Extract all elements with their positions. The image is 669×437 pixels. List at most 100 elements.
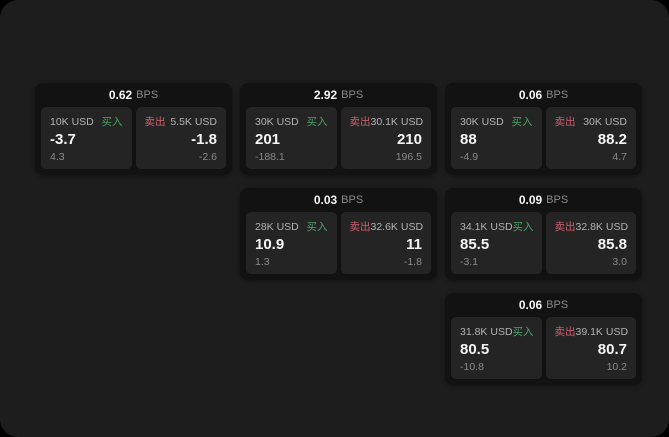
spread-header: 0.03 BPS [240,188,437,210]
buy-panel-top: 34.1K USD 买入 [460,219,534,234]
card-body: 10K USD 买入 -3.7 4.3 卖出 5.5K USD -1.8 -2.… [35,105,232,175]
quote-card: 2.92 BPS 30K USD 买入 201 -188.1 卖出 30.1K … [240,83,437,175]
sell-panel-top: 卖出 39.1K USD [554,324,629,339]
sell-amount: 39.1K USD [575,326,629,338]
sell-panel-top: 卖出 30K USD [555,114,628,129]
sell-delta: -2.6 [198,151,217,163]
sell-panel[interactable]: 卖出 39.1K USD 80.7 10.2 [545,317,636,379]
spread-header: 2.92 BPS [240,83,437,105]
sell-badge: 卖出 [144,116,166,128]
sell-panel[interactable]: 卖出 5.5K USD -1.8 -2.6 [135,107,226,169]
sell-price: 85.8 [597,236,627,253]
buy-price: 80.5 [460,341,490,358]
card-body: 30K USD 买入 201 -188.1 卖出 30.1K USD 210 1… [240,105,437,175]
buy-badge: 买入 [101,116,123,128]
bps-unit-label: BPS [546,194,569,206]
quote-card: 0.06 BPS 30K USD 买入 88 -4.9 卖出 30K USD 8… [445,83,642,175]
buy-panel[interactable]: 10K USD 买入 -3.7 4.3 [41,107,132,169]
spread-header: 0.06 BPS [445,83,642,105]
card-grid: 0.62 BPS 10K USD 买入 -3.7 4.3 卖出 5.5K USD… [35,83,642,385]
sell-panel-top: 卖出 30.1K USD [349,114,424,129]
bps-unit-label: BPS [546,299,569,311]
spread-header: 0.62 BPS [35,83,232,105]
sell-amount: 32.6K USD [370,221,424,233]
buy-delta: -4.9 [460,151,479,163]
sell-delta: 4.7 [612,151,627,163]
quote-card: 0.03 BPS 28K USD 买入 10.9 1.3 卖出 32.6K US… [240,188,437,280]
buy-delta: 1.3 [255,256,270,268]
buy-panel[interactable]: 30K USD 买入 88 -4.9 [451,107,542,169]
buy-amount: 10K USD [50,116,94,128]
sell-amount: 30.1K USD [370,116,424,128]
buy-panel[interactable]: 30K USD 买入 201 -188.1 [246,107,337,169]
sell-badge: 卖出 [554,221,576,233]
sell-delta: 3.0 [612,256,627,268]
buy-panel[interactable]: 34.1K USD 买入 85.5 -3.1 [451,212,542,274]
buy-panel-top: 30K USD 买入 [255,114,328,129]
buy-badge: 买入 [306,116,328,128]
buy-badge: 买入 [512,326,534,338]
spread-header: 0.06 BPS [445,293,642,315]
bps-unit-label: BPS [546,89,569,101]
sell-price: 210 [396,131,422,148]
bps-unit-label: BPS [136,89,159,101]
buy-price: 88 [460,131,477,148]
spread-value: 2.92 [313,88,338,102]
buy-price: -3.7 [50,131,76,148]
bps-unit-label: BPS [341,194,364,206]
sell-badge: 卖出 [554,116,576,128]
sell-price: 80.7 [597,341,627,358]
buy-panel[interactable]: 31.8K USD 买入 80.5 -10.8 [451,317,542,379]
buy-delta: -188.1 [255,151,285,163]
buy-amount: 30K USD [460,116,504,128]
buy-amount: 28K USD [255,221,299,233]
card-body: 30K USD 买入 88 -4.9 卖出 30K USD 88.2 4.7 [445,105,642,175]
sell-badge: 卖出 [349,221,371,233]
sell-panel[interactable]: 卖出 30K USD 88.2 4.7 [545,107,636,169]
sell-amount: 30K USD [583,116,627,128]
buy-delta: 4.3 [50,151,65,163]
buy-panel[interactable]: 28K USD 买入 10.9 1.3 [246,212,337,274]
card-body: 31.8K USD 买入 80.5 -10.8 卖出 39.1K USD 80.… [445,315,642,385]
buy-badge: 买入 [511,116,533,128]
sell-price: 11 [406,236,422,253]
sell-panel-top: 卖出 32.8K USD [554,219,629,234]
sell-price: 88.2 [597,131,627,148]
buy-amount: 34.1K USD [460,221,513,233]
buy-delta: -10.8 [460,361,484,373]
card-body: 28K USD 买入 10.9 1.3 卖出 32.6K USD 11 -1.8 [240,210,437,280]
buy-delta: -3.1 [460,256,479,268]
buy-panel-top: 28K USD 买入 [255,219,328,234]
spread-value: 0.06 [518,298,543,312]
sell-panel[interactable]: 卖出 32.6K USD 11 -1.8 [340,212,431,274]
buy-price: 10.9 [255,236,285,253]
sell-panel[interactable]: 卖出 32.8K USD 85.8 3.0 [545,212,636,274]
buy-amount: 31.8K USD [460,326,513,338]
sell-panel-top: 卖出 5.5K USD [145,114,218,129]
buy-amount: 30K USD [255,116,299,128]
sell-amount: 32.8K USD [575,221,629,233]
buy-badge: 买入 [512,221,534,233]
buy-price: 201 [255,131,281,148]
sell-amount: 5.5K USD [170,116,217,128]
sell-badge: 卖出 [349,116,371,128]
spread-value: 0.06 [518,88,543,102]
sell-price: -1.8 [191,131,217,148]
card-body: 34.1K USD 买入 85.5 -3.1 卖出 32.8K USD 85.8… [445,210,642,280]
sell-delta: -1.8 [403,256,422,268]
sell-badge: 卖出 [554,326,576,338]
sell-panel-top: 卖出 32.6K USD [349,219,424,234]
sell-panel[interactable]: 卖出 30.1K USD 210 196.5 [340,107,431,169]
buy-panel-top: 30K USD 买入 [460,114,533,129]
buy-price: 85.5 [460,236,490,253]
buy-badge: 买入 [306,221,328,233]
sell-delta: 10.2 [606,361,627,373]
quote-card: 0.62 BPS 10K USD 买入 -3.7 4.3 卖出 5.5K USD… [35,83,232,175]
buy-panel-top: 10K USD 买入 [50,114,123,129]
quote-card: 0.06 BPS 31.8K USD 买入 80.5 -10.8 卖出 39.1… [445,293,642,385]
sell-delta: 196.5 [395,151,422,163]
spread-value: 0.09 [518,193,543,207]
quote-card: 0.09 BPS 34.1K USD 买入 85.5 -3.1 卖出 32.8K… [445,188,642,280]
spread-value: 0.62 [108,88,133,102]
